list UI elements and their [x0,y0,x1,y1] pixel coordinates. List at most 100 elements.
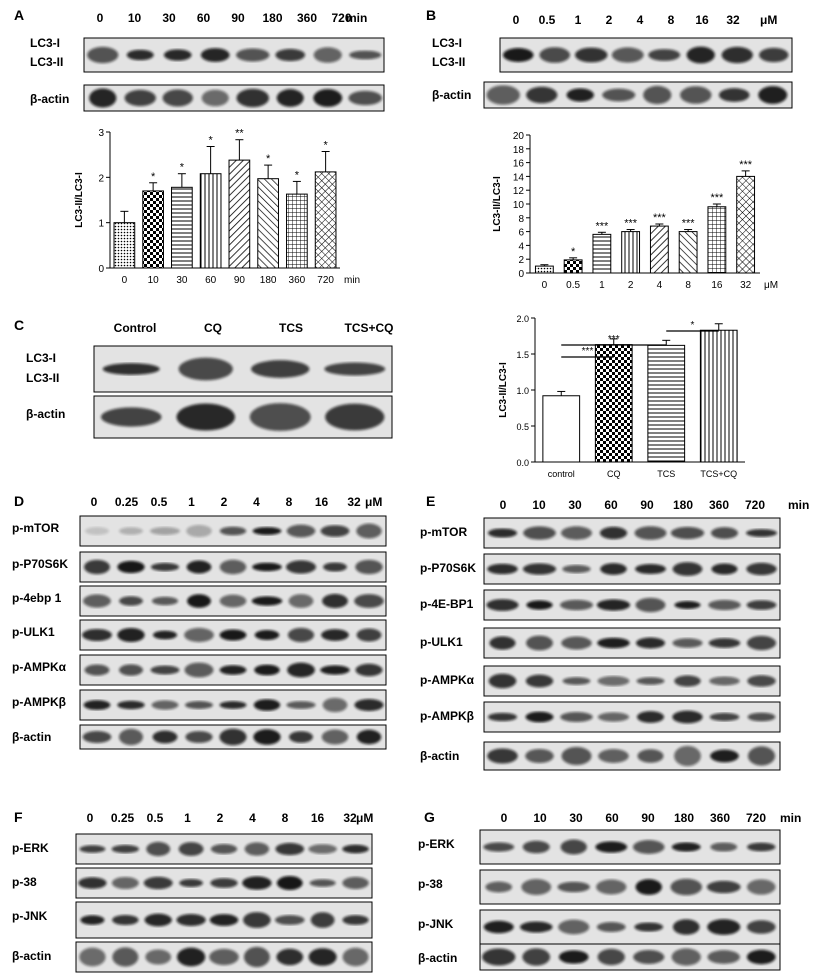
x-tick-label: TCS+CQ [700,469,737,479]
lane-label: 0.5 [539,13,556,27]
blot-strip [499,37,793,73]
panel-letter-C: C [14,317,24,333]
blot-band [152,730,178,744]
blot-band [275,48,306,62]
x-tick-label: control [548,469,575,479]
bar [707,206,727,274]
blot-band [185,731,213,743]
blot-row-label: LC3-I [26,351,56,365]
blot-band [111,876,139,890]
blot-band [709,712,740,722]
blot-band [558,950,589,964]
lane-label: 360 [709,498,729,512]
blot-band [635,597,666,613]
lane-label: 4 [253,495,260,509]
lane-label: 30 [568,498,582,512]
blot-band [356,628,382,642]
blot-band [611,47,644,63]
blot-row-label: p-ERK [418,837,455,851]
significance-mark: *** [653,212,667,224]
x-tick-label: 0 [542,280,548,291]
bar [699,329,738,463]
blot-band [746,949,776,965]
blot-band [746,635,777,651]
blot-band [102,363,160,375]
bar [228,159,251,269]
blot-band [144,913,172,927]
lane-label: 16 [695,13,709,27]
blot-band [176,947,206,967]
significance-mark: * [295,169,300,181]
lane-label: CQ [204,321,222,335]
blot-band [162,89,193,107]
blot-band [151,596,179,606]
blot-band [83,700,111,710]
blot-band [487,748,518,764]
blot-band [635,563,666,575]
blot-band [672,638,703,648]
blot-band [178,357,233,381]
blot-band [252,562,282,572]
blot-strip [479,829,781,865]
lane-label: 32 [347,495,361,509]
bracket-label: *** [608,334,620,345]
y-tick-label: 16 [513,159,525,170]
blot-band [600,563,627,575]
blot-band [286,701,316,709]
blot-band [309,879,336,887]
blot-band [322,593,348,609]
blot-band [674,745,701,767]
blot-band [151,700,179,710]
lane-label: 720 [745,498,765,512]
blot-band [596,879,627,895]
blot-band [287,627,315,643]
blot-band [112,914,139,926]
blot-band [288,594,314,608]
blot-band [560,839,587,855]
bar [113,222,136,269]
blot-band [275,842,305,856]
blot-row-label: p-4E-BP1 [420,597,474,611]
blot-row-label: p-38 [12,875,37,889]
y-tick-label: 18 [513,145,525,156]
bar [542,395,581,463]
blot-band [599,526,628,540]
blot-band [680,86,712,104]
blot-strip [483,517,781,549]
blot-band [597,637,630,649]
blot-band [176,913,206,927]
blot-row-label: p-mTOR [420,525,467,539]
blot-band [522,840,550,854]
blot-band [117,627,145,643]
blot-row-label: β-actin [26,407,65,421]
blot-band [598,749,629,763]
lane-unit: min [346,11,367,25]
x-unit-label: μM [764,280,778,291]
y-tick-label: 1.0 [516,386,529,396]
blot-band [487,563,518,575]
blot-band [721,46,753,64]
bracket-label: *** [582,346,594,357]
blot-band [566,88,594,102]
y-tick-label: 14 [513,172,525,183]
lane-label: 0 [87,811,94,825]
lane-label: 30 [569,811,583,825]
blot-band [488,673,517,689]
blot-band [320,665,350,675]
blot-band [253,729,281,745]
blot-band [117,700,145,710]
blot-strip [93,395,393,439]
blot-band [709,676,740,686]
blot-strip [83,84,385,112]
blot-strip [479,909,781,945]
blot-band [672,710,703,724]
blot-band [523,526,556,540]
y-tick-label: 2 [518,255,524,266]
blot-band [310,912,335,928]
lane-unit: μM [760,13,777,27]
blot-strip [75,941,373,973]
blot-band [557,881,590,893]
blot-band [746,879,776,895]
bar [142,190,164,269]
blot-band [561,636,592,650]
